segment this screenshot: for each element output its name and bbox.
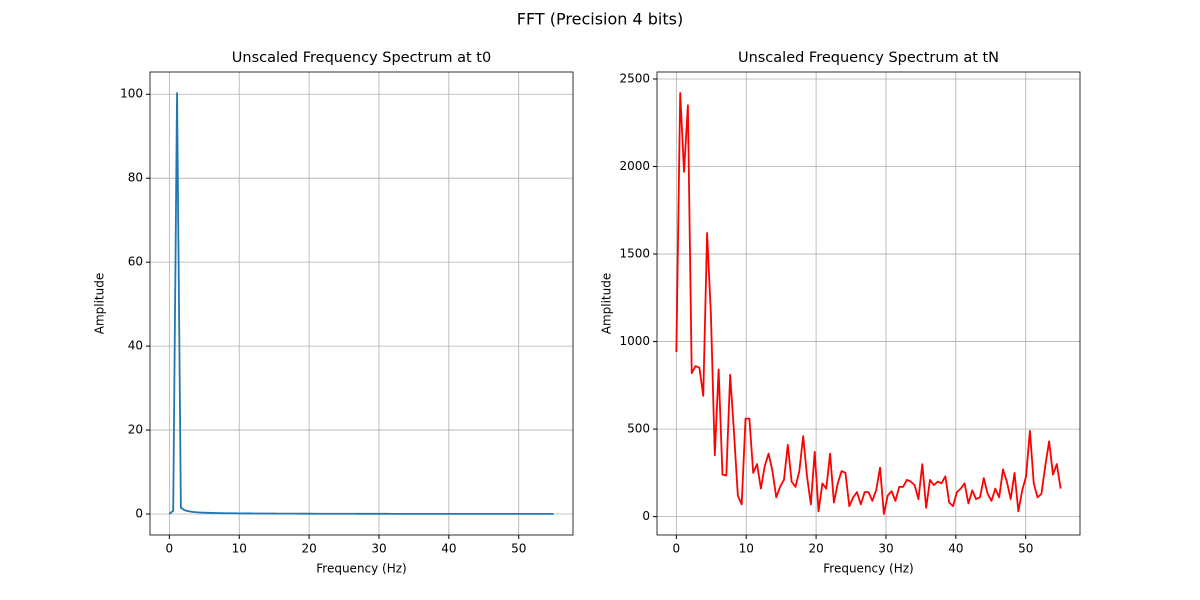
y-tick-label: 1000 (619, 334, 650, 348)
axes-frame (656, 71, 1081, 536)
x-tick-label: 10 (739, 542, 754, 556)
y-tick-label: 2000 (619, 159, 650, 173)
x-tick-label: 0 (673, 542, 681, 556)
y-tick-label: 20 (128, 423, 143, 437)
x-axis-label: Frequency (Hz) (823, 562, 914, 576)
data-line (675, 92, 1062, 515)
x-tick-label: 30 (371, 542, 386, 556)
y-tick-label: 80 (128, 171, 143, 185)
x-tick-label: 0 (166, 542, 174, 556)
y-axis-label: Amplitude (600, 273, 614, 335)
y-tick-label: 1500 (619, 247, 650, 261)
x-tick-label: 40 (441, 542, 456, 556)
x-tick-label: 30 (878, 542, 893, 556)
x-tick-label: 20 (301, 542, 316, 556)
y-tick-label: 60 (128, 255, 143, 269)
figure-title: FFT (Precision 4 bits) (517, 10, 683, 29)
axes-frame (149, 71, 574, 536)
x-tick-label: 50 (511, 542, 526, 556)
y-tick-label: 500 (627, 422, 650, 436)
y-tick-label: 0 (135, 507, 143, 521)
y-axis-label: Amplitude (93, 273, 107, 335)
x-tick-label: 50 (1018, 542, 1033, 556)
x-tick-label: 20 (808, 542, 823, 556)
y-tick-label: 2500 (619, 72, 650, 86)
x-tick-label: 10 (232, 542, 247, 556)
axes-title: Unscaled Frequency Spectrum at t0 (232, 50, 491, 66)
x-tick-label: 40 (948, 542, 963, 556)
axes-title: Unscaled Frequency Spectrum at tN (738, 50, 999, 66)
y-tick-label: 40 (128, 339, 143, 353)
data-line (168, 92, 554, 515)
y-tick-label: 100 (120, 87, 143, 101)
y-tick-label: 0 (642, 509, 650, 523)
x-axis-label: Frequency (Hz) (316, 562, 407, 576)
